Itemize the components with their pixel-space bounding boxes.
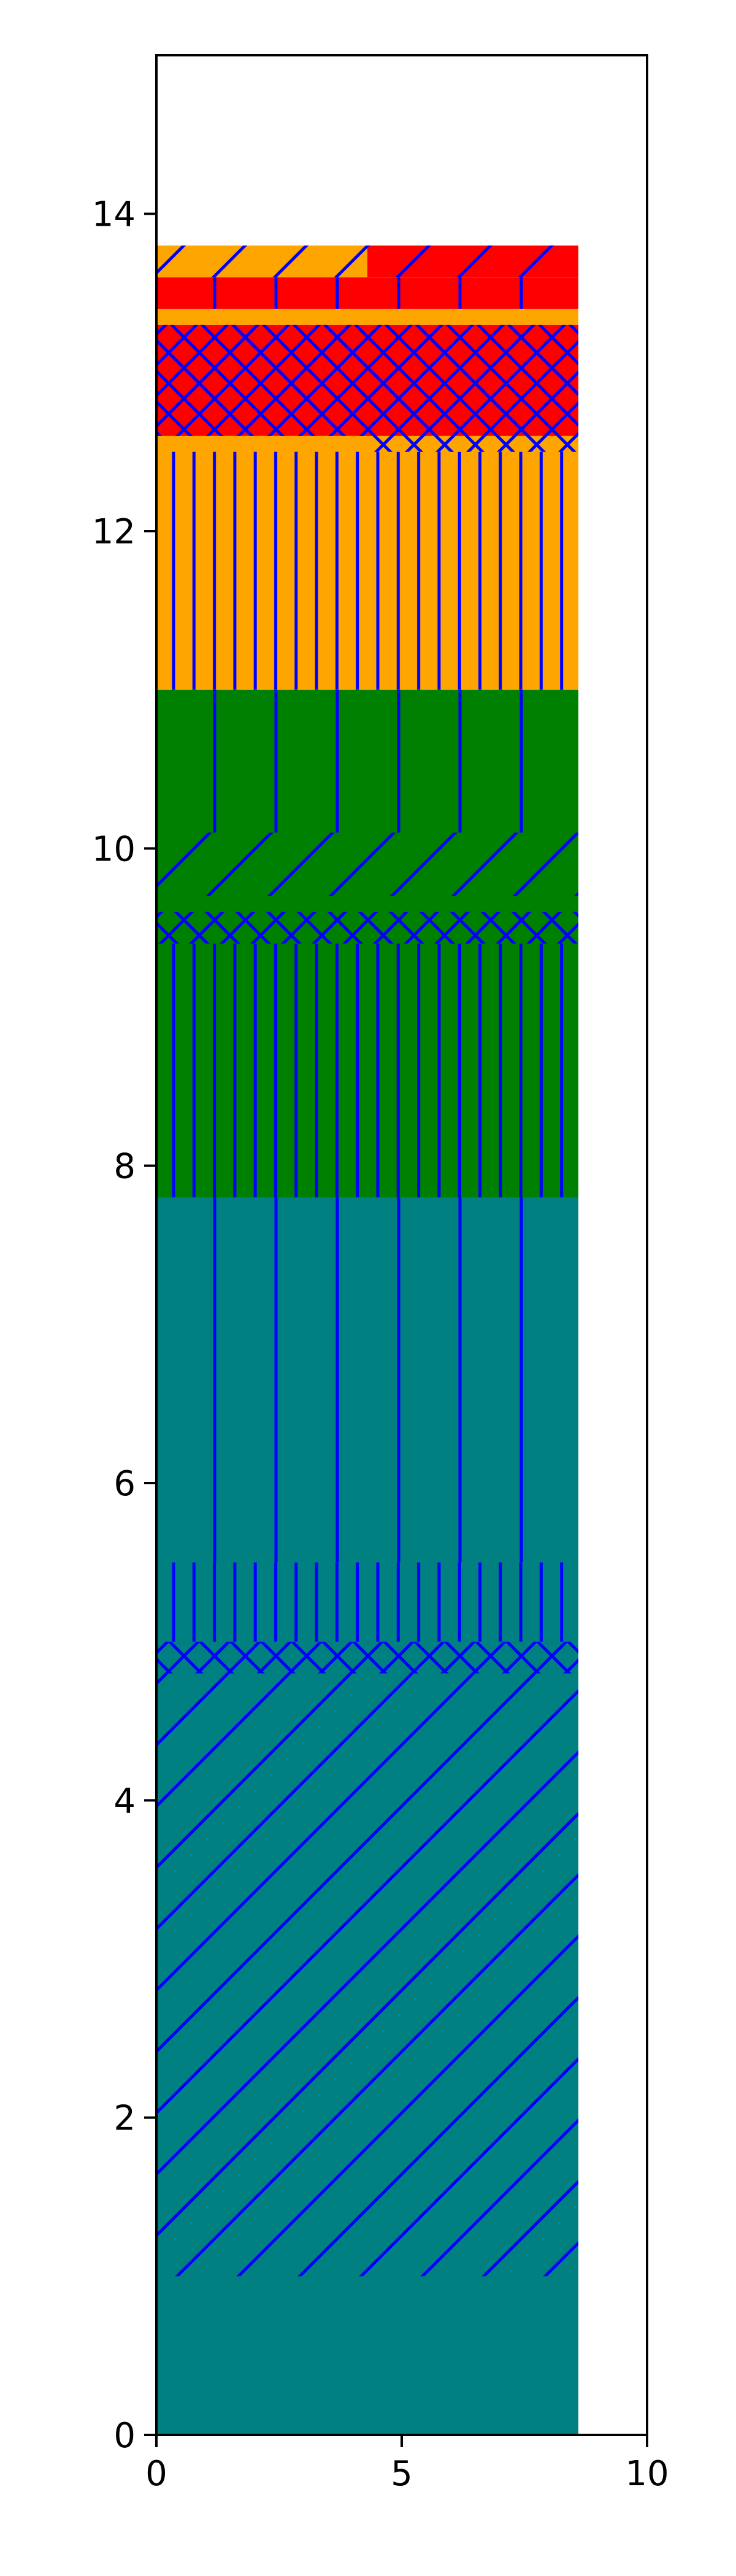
bar-segment-hatch [367,435,578,452]
bar-segment [156,245,367,278]
bar-segment [367,435,578,452]
y-tick-label: 8 [113,1147,136,1187]
y-tick-label: 10 [92,829,136,869]
bar-segment [367,245,578,278]
y-tick-label: 12 [92,512,136,552]
bar-segment [156,324,578,436]
bar-segment-fill [156,309,578,325]
x-tick-label: 0 [145,2454,167,2494]
bar-segment-hatch [156,451,578,690]
bar-segment [156,689,578,833]
x-tick-label: 10 [625,2454,669,2494]
bar-segment-hatch [156,1673,578,2277]
bar-segment-hatch [156,324,578,436]
bar-segment-hatch [156,943,578,1198]
y-axis: 0 2 4 6 8 10 12 14 [92,195,156,2456]
bar-segment [156,1562,578,1642]
bar-segment [156,1673,578,2277]
bar-segment [156,943,578,1198]
bar-segment-hatch [156,911,578,944]
bar-segment-hatch [156,1197,578,1563]
bar-segment-hatch [156,245,367,278]
bar-segment [156,451,578,690]
y-tick-label: 14 [92,195,136,235]
y-tick-label: 0 [113,2416,136,2456]
bar-segment-hatch [156,277,578,309]
bar-segment [156,911,578,944]
bar-segment-hatch [156,689,578,833]
bar-segments [156,245,578,2435]
y-tick-label: 6 [113,1464,136,1504]
plot-area [155,54,648,2436]
x-tick-label: 5 [391,2454,413,2494]
x-axis: 0 5 10 [145,2435,669,2494]
bar-segment [156,309,578,325]
bar-segment [156,832,578,896]
bar-segment-hatch [367,245,578,278]
y-tick-label: 4 [113,1781,136,1821]
bar-segment-hatch [156,1641,578,1674]
bar-segment [156,277,578,309]
bar-segment-hatch [156,832,578,896]
bar-segment [156,1197,578,1563]
bar-segment [156,1641,578,1674]
y-tick-label: 2 [113,2099,136,2139]
bar-segment-hatch [156,1562,578,1642]
